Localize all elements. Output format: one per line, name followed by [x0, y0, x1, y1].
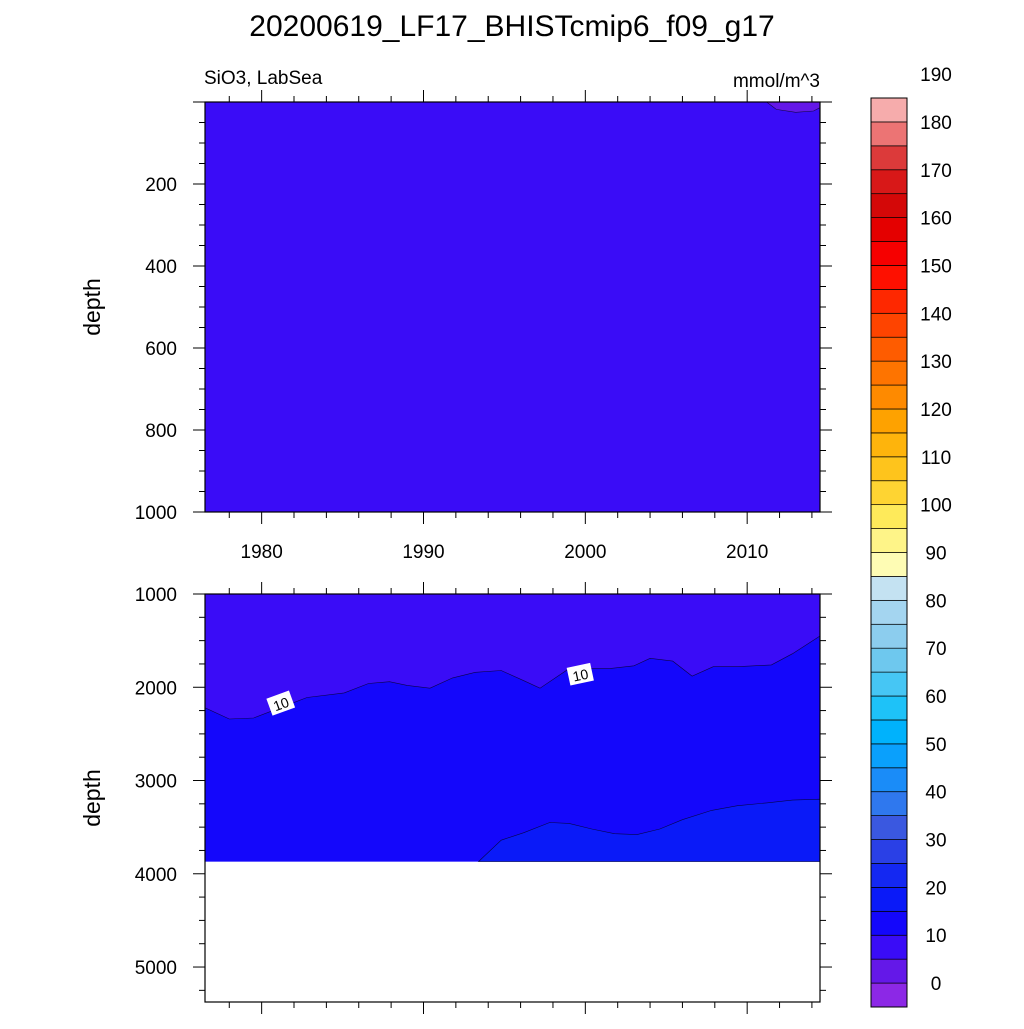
panels-layer: 1980 1990 2000 20102004006008001000depth101… — [79, 90, 832, 1014]
x-tick-label: 1980 — [241, 542, 283, 563]
colorbar-box — [870, 863, 908, 888]
contour-label-box — [266, 690, 296, 716]
colorbar-label: 90 — [925, 544, 946, 565]
units-label: mmol/m^3 — [733, 71, 820, 92]
colorbar-box — [870, 289, 908, 314]
fill-band-5-10 — [205, 102, 820, 512]
colorbar-label: 80 — [925, 591, 946, 612]
panel-lower: 10 10 1000 2000 3000 4000 5000 depth — [79, 582, 832, 1014]
y-tick-label: 3000 — [135, 772, 177, 793]
colorbar-label: 50 — [925, 735, 946, 756]
colorbar-label: 40 — [925, 783, 946, 804]
colorbar-box — [870, 958, 908, 984]
colorbar-frame — [870, 97, 908, 1008]
colorbar-box — [870, 695, 908, 721]
colorbar-label: 180 — [920, 113, 952, 134]
colorbar-box — [870, 576, 908, 601]
colorbar-box — [870, 599, 908, 625]
colorbar-box — [870, 767, 908, 793]
colorbar-box — [870, 982, 908, 1008]
contour-label-10: 10 — [266, 690, 296, 716]
y-axis-label: depth — [79, 278, 105, 336]
x-tick-label: 1990 — [402, 542, 444, 563]
colorbar-box — [870, 743, 908, 769]
panel-frame-lower — [204, 593, 821, 1003]
colorbar-label: 10 — [925, 926, 946, 947]
x-tick-label: 2010 — [726, 542, 768, 563]
y-axis-label: depth — [79, 769, 105, 827]
y-tick-label: 400 — [145, 257, 177, 278]
colorbar-label: 60 — [925, 687, 946, 708]
contour-label-text: 10 — [271, 694, 291, 714]
colorbar-box — [870, 265, 908, 290]
y-tick-label: 600 — [145, 339, 177, 360]
contour-label-box — [566, 662, 594, 686]
colorbar-box — [870, 384, 908, 410]
colorbar-label: 140 — [920, 304, 952, 325]
colorbar-box — [870, 552, 908, 577]
colorbar-box — [870, 504, 908, 529]
colorbar-box — [870, 671, 908, 697]
colorbar-label: 110 — [921, 448, 951, 469]
colorbar-box — [870, 647, 908, 673]
x-tick-label: 2000 — [564, 542, 606, 563]
y-tick-label: 1000 — [135, 503, 177, 524]
colorbar-box — [870, 839, 908, 864]
chart-title: 20200619_LF17_BHISTcmip6_f09_g17 — [249, 10, 774, 43]
colorbar: 0 10 20 30 40 50 60 70 80 90 100 110 120 130 140 150 160… — [870, 65, 952, 1008]
colorbar-box — [870, 432, 908, 458]
colorbar-box — [870, 336, 908, 362]
colorbar-box — [870, 241, 908, 266]
colorbar-box — [870, 145, 908, 171]
colorbar-box — [870, 791, 908, 816]
colorbar-box — [870, 360, 908, 386]
fill-band-5-10 — [205, 594, 820, 720]
colorbar-label: 100 — [920, 496, 952, 517]
colorbar-box — [870, 169, 908, 195]
fill-band-15-20 — [477, 798, 820, 862]
colorbar-box — [870, 193, 908, 218]
left-subtitle: SiO3, LabSea — [204, 68, 323, 89]
colorbar-label: 150 — [920, 256, 952, 277]
colorbar-box — [870, 887, 908, 912]
colorbar-label: 0 — [931, 974, 942, 995]
colorbar-box — [870, 719, 908, 745]
y-tick-label: 200 — [145, 175, 177, 196]
colorbar-box — [870, 623, 908, 649]
colorbar-label: 190 — [920, 65, 952, 86]
panel-upper: 1980 1990 2000 2010 200 400 600 800 1000 depth — [79, 90, 832, 563]
plot-area-upper — [205, 102, 820, 512]
colorbar-label: 30 — [925, 831, 946, 852]
colorbar-box — [870, 408, 908, 434]
colorbar-label: 70 — [925, 639, 946, 660]
y-tick-label: 800 — [145, 421, 177, 442]
colorbar-box — [870, 456, 908, 482]
fill-band-0-5 — [766, 102, 820, 113]
plot-area-lower: 10 10 — [205, 594, 820, 862]
colorbar-box — [870, 312, 908, 338]
colorbar-box — [870, 97, 908, 123]
y-tick-label: 5000 — [135, 958, 177, 979]
y-tick-label: 1000 — [135, 585, 177, 606]
contour-label-10: 10 — [566, 662, 594, 686]
colorbar-box — [870, 910, 908, 936]
colorbar-label: 120 — [920, 400, 952, 421]
colorbar-label: 130 — [920, 352, 952, 373]
colorbar-label: 160 — [920, 209, 952, 230]
contour-label-text: 10 — [571, 666, 590, 685]
colorbar-box — [870, 815, 908, 840]
colorbar-box — [870, 121, 908, 147]
colorbar-box — [870, 217, 908, 242]
colorbar-box — [870, 528, 908, 553]
colorbar-box — [870, 480, 908, 506]
colorbar-label: 170 — [920, 161, 952, 182]
colorbar-label: 20 — [925, 878, 946, 899]
colorbar-box — [870, 934, 908, 960]
y-tick-label: 4000 — [135, 865, 177, 886]
y-tick-label: 2000 — [135, 678, 177, 699]
